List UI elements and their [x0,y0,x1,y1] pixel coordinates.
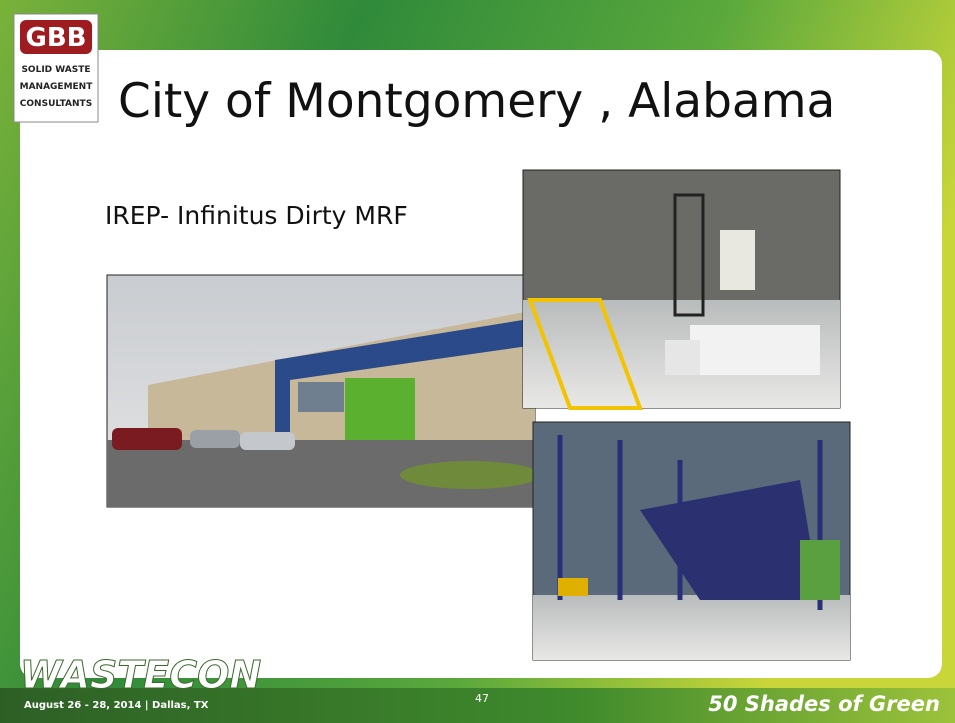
lawn [400,461,540,489]
page-number: 47 [475,692,489,705]
logo-name: GBB [26,23,87,53]
windows [298,382,344,412]
slide-title: City of Montgomery , Alabama [118,74,835,129]
logo-line: CONSULTANTS [20,99,92,109]
floor [533,595,850,660]
photo-tipping-floor [522,169,841,410]
logo-line: SOLID WASTE [21,65,90,75]
photo-sorting-line [532,421,851,661]
building-trim [275,318,535,440]
stairs [527,298,643,410]
loader [558,578,588,596]
event-dates: August 26 - 28, 2014 | Dallas, TX [24,700,209,711]
logo-line: MANAGEMENT [20,82,94,92]
logo: GBB SOLID WASTE MANAGEMENT CONSULTANTS [13,13,99,123]
truck [690,325,820,375]
car [240,432,295,450]
car [112,428,182,450]
logo-badge [20,20,92,54]
car [190,430,240,448]
tower [673,193,705,317]
slide-subtitle: IREP- Infinitus Dirty MRF [105,201,408,230]
steel-frame [557,435,823,610]
machine [800,540,840,600]
green-panel [345,378,415,442]
conveyor [640,480,820,600]
event-name: WASTECON [20,653,261,697]
tagline: 50 Shades of Green [708,692,940,716]
door [720,230,755,290]
photo-exterior [106,274,540,508]
event-logo: SWANA'S WASTECON August 26 - 28, 2014 | … [20,647,262,711]
truck-cab [665,340,700,375]
event-prefix: SWANA'S [68,647,135,662]
footer-bar [0,688,955,723]
